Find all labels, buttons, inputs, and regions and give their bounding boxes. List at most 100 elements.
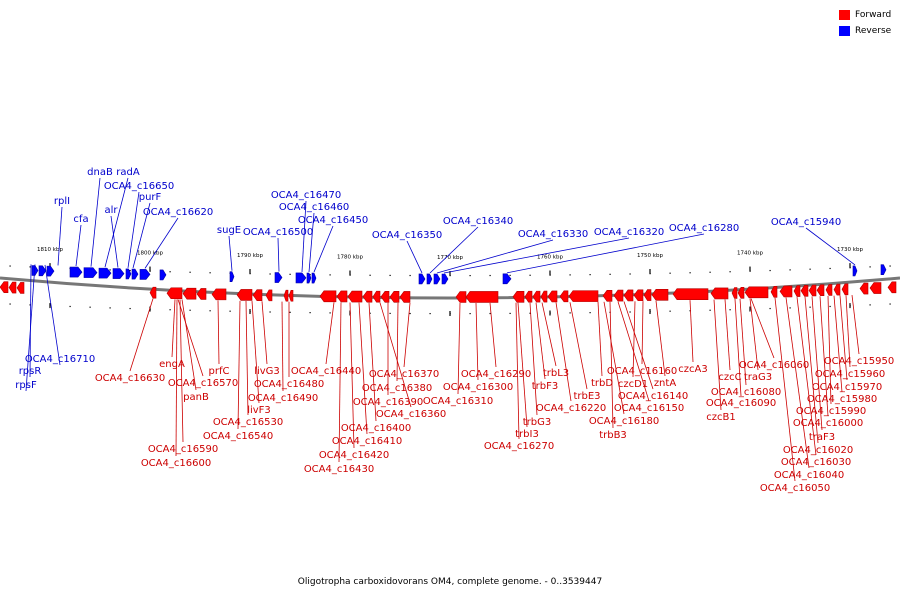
minor-tick (369, 274, 371, 276)
forward-gene-label: OCA4_c16430 (304, 464, 374, 475)
forward-gene-label: OCA4_c16270 (484, 441, 554, 452)
forward-gene-arrow (252, 289, 263, 301)
minor-tick (849, 305, 851, 307)
forward-gene-arrow (211, 288, 227, 301)
label-leader-line (144, 217, 179, 269)
forward-gene-label: OCA4_c16440 (291, 366, 361, 377)
label-leader-line (845, 295, 851, 368)
forward-gene-label: OCA4_c16080 (711, 387, 781, 398)
forward-gene-label: prfC (209, 366, 230, 377)
label-leader-line (57, 206, 63, 266)
label-leader-line (171, 299, 176, 358)
forward-gene-arrow (389, 291, 400, 303)
label-leader-line (443, 237, 630, 274)
minor-tick (309, 274, 311, 276)
minor-tick (829, 305, 831, 308)
label-leader-line (338, 302, 342, 463)
reverse-gene-label: cfa (73, 214, 88, 225)
forward-gene-arrow (8, 281, 17, 294)
forward-gene-label: OCA4_c16060 (739, 360, 809, 371)
figure-caption: Oligotropha carboxidovorans OM4, complet… (297, 577, 603, 587)
forward-gene-label: OCA4_c16490 (248, 393, 318, 404)
forward-gene-arrow (540, 290, 548, 303)
label-leader-line (541, 302, 557, 367)
minor-tick (769, 307, 771, 310)
forward-gene-arrow (833, 283, 841, 296)
minor-tick (169, 309, 171, 311)
minor-tick (789, 269, 791, 271)
label-leader-line (436, 239, 554, 274)
reverse-gene-arrow (131, 268, 139, 280)
minor-tick (449, 313, 451, 315)
label-leader-line (406, 240, 423, 274)
forward-gene-label: trbF3 (532, 381, 559, 392)
minor-tick (329, 274, 331, 276)
forward-gene-arrow (288, 289, 294, 302)
ruler-label: 1770 kbp (437, 255, 463, 261)
reverse-gene-label: OCA4_c15940 (771, 217, 841, 228)
forward-gene-arrow (182, 287, 197, 300)
minor-tick (209, 310, 211, 312)
forward-gene-label: czcD1 (618, 379, 648, 390)
forward-gene-label: trbG3 (523, 417, 552, 428)
minor-tick (9, 265, 11, 267)
reverse-gene-label: radA (116, 167, 140, 178)
minor-tick (529, 312, 531, 314)
minor-tick (209, 272, 211, 274)
label-leader-line (713, 299, 722, 411)
minor-tick (749, 308, 751, 310)
reverse-gene-label: OCA4_c16710 (25, 354, 95, 365)
minor-tick (189, 309, 191, 311)
minor-tick (49, 305, 51, 307)
label-leader-line (403, 302, 411, 368)
forward-gene-arrow (399, 291, 411, 303)
reverse-gene-arrow (852, 265, 858, 277)
minor-tick (569, 312, 571, 314)
label-leader-line (129, 298, 154, 372)
forward-gene-label: OCA4_c15950 (824, 356, 894, 367)
minor-tick (229, 310, 231, 312)
ruler-label: 1780 kbp (337, 255, 363, 261)
label-leader-line (819, 296, 829, 417)
forward-gene-label: OCA4_c16290 (461, 369, 531, 380)
reverse-gene-arrow (38, 265, 47, 277)
forward-gene-arrow (380, 290, 390, 303)
reverse-gene-label: dnaB (87, 167, 113, 178)
minor-tick (849, 267, 851, 269)
minor-tick (489, 312, 491, 315)
label-leader-line (623, 301, 654, 390)
minor-tick (149, 308, 151, 310)
forward-gene-arrow (816, 284, 825, 297)
forward-gene-label: livF3 (247, 405, 271, 416)
forward-gene-label: OCA4_c16600 (141, 458, 211, 469)
minor-tick (469, 312, 471, 315)
forward-gene-label: OCA4_c16570 (168, 378, 238, 389)
reverse-gene-label: OCA4_c16470 (271, 190, 341, 201)
forward-gene-label: OCA4_c16020 (783, 445, 853, 456)
forward-gene-arrow (236, 289, 253, 301)
minor-tick (809, 306, 811, 308)
forward-gene-arrow (869, 282, 882, 294)
reverse-gene-label: rpsF (15, 380, 37, 391)
forward-gene-label: czcA3 (678, 364, 707, 375)
minor-tick (389, 312, 391, 315)
minor-tick (289, 311, 291, 313)
forward-gene-label: trbD (591, 378, 613, 389)
forward-gene-arrow (793, 285, 801, 297)
forward-gene-arrow (800, 284, 809, 297)
label-leader-line (804, 296, 819, 444)
legend-reverse-swatch (839, 26, 850, 36)
label-leader-line (217, 300, 220, 365)
label-leader-line (689, 300, 694, 363)
minor-tick (589, 274, 591, 276)
reverse-gene-arrow (69, 266, 83, 278)
forward-gene-label: OCA4_c15980 (807, 394, 877, 405)
ruler-label: 1800 kbp (137, 251, 163, 257)
label-leader-line (833, 295, 843, 393)
label-leader-line (237, 300, 241, 430)
forward-gene-arrow (166, 287, 183, 300)
forward-gene-label: OCA4_c16220 (536, 403, 606, 414)
minor-tick (889, 303, 891, 305)
forward-gene-arrow (770, 286, 778, 298)
forward-gene-arrow (744, 286, 769, 299)
